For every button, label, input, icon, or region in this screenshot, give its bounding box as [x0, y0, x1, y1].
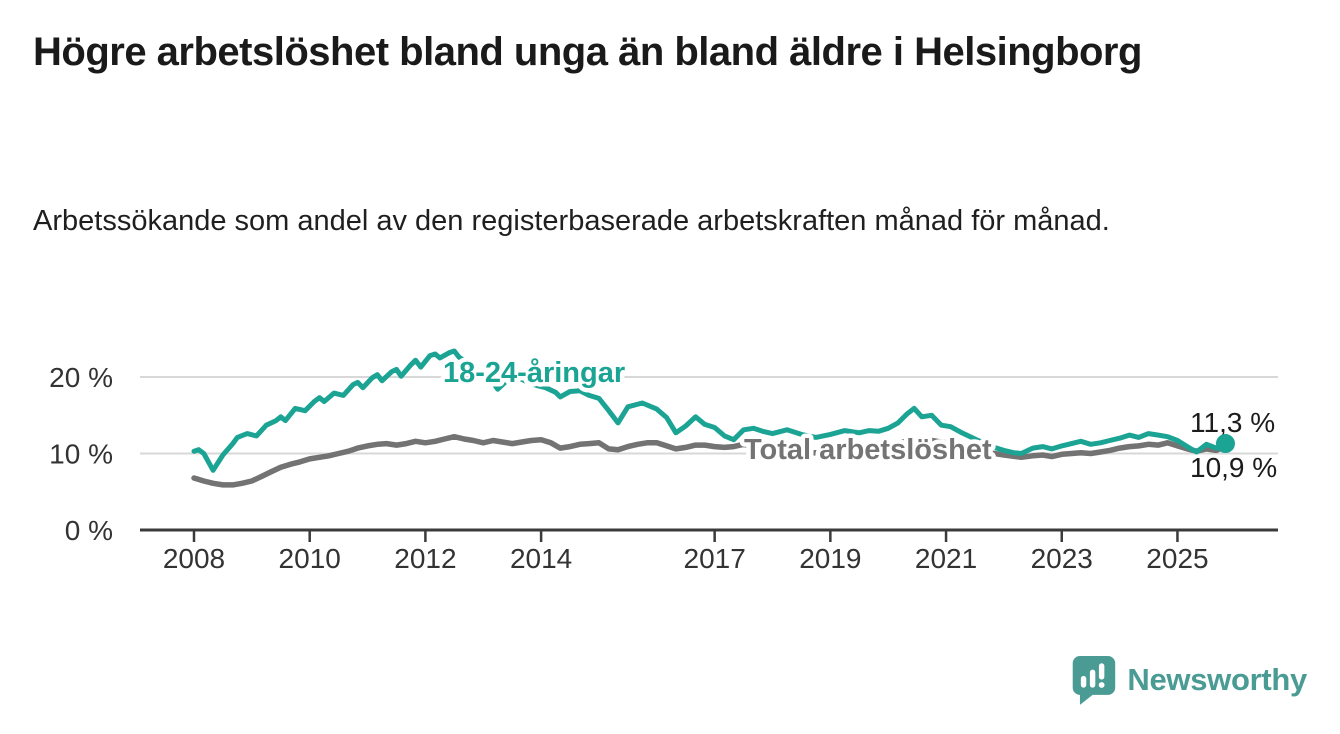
x-tick-label-2023: 2023 [1031, 543, 1093, 574]
x-tick-label-2014: 2014 [510, 543, 572, 574]
x-tick-label-2010: 2010 [279, 543, 341, 574]
page-subtitle: Arbetssökande som andel av den registerb… [33, 205, 1110, 237]
y-tick-label-10: 10 % [49, 439, 113, 470]
x-tick-label-2019: 2019 [799, 543, 861, 574]
bar-chart-glyph [1081, 663, 1105, 688]
newsworthy-logo-icon [1073, 656, 1116, 705]
newsworthy-logo: Newsworthy [1070, 654, 1307, 706]
x-tick-label-2017: 2017 [684, 543, 746, 574]
x-tick-label-2025: 2025 [1146, 543, 1208, 574]
x-tick-label-2008: 2008 [163, 543, 225, 574]
series-label-young: 18-24-åringar [443, 357, 625, 389]
value-label-young: 11,3 % [1190, 407, 1275, 438]
series-label-total: Total arbetslöshet [744, 434, 992, 466]
exclamation-dot [1099, 682, 1105, 688]
chart-top-layer [1215, 434, 1235, 454]
x-tick-label-2021: 2021 [915, 543, 977, 574]
x-tick-label-2012: 2012 [394, 543, 456, 574]
series-line-young [191, 348, 1228, 473]
newsworthy-wordmark: Newsworthy [1127, 662, 1307, 697]
chart-generated-layer: 0 % 10 % 20 % 2008 2010 2012 2014 2017 2019 2021 2… [49, 348, 1278, 574]
y-tick-label-0: 0 % [65, 515, 113, 546]
end-point-dot [1215, 434, 1235, 454]
value-label-total: 10,9 % [1190, 452, 1277, 483]
series-line-total [191, 433, 1229, 488]
y-tick-label-20: 20 % [49, 362, 113, 393]
page-title: Högre arbetslöshet bland unga än bland ä… [33, 30, 1142, 74]
